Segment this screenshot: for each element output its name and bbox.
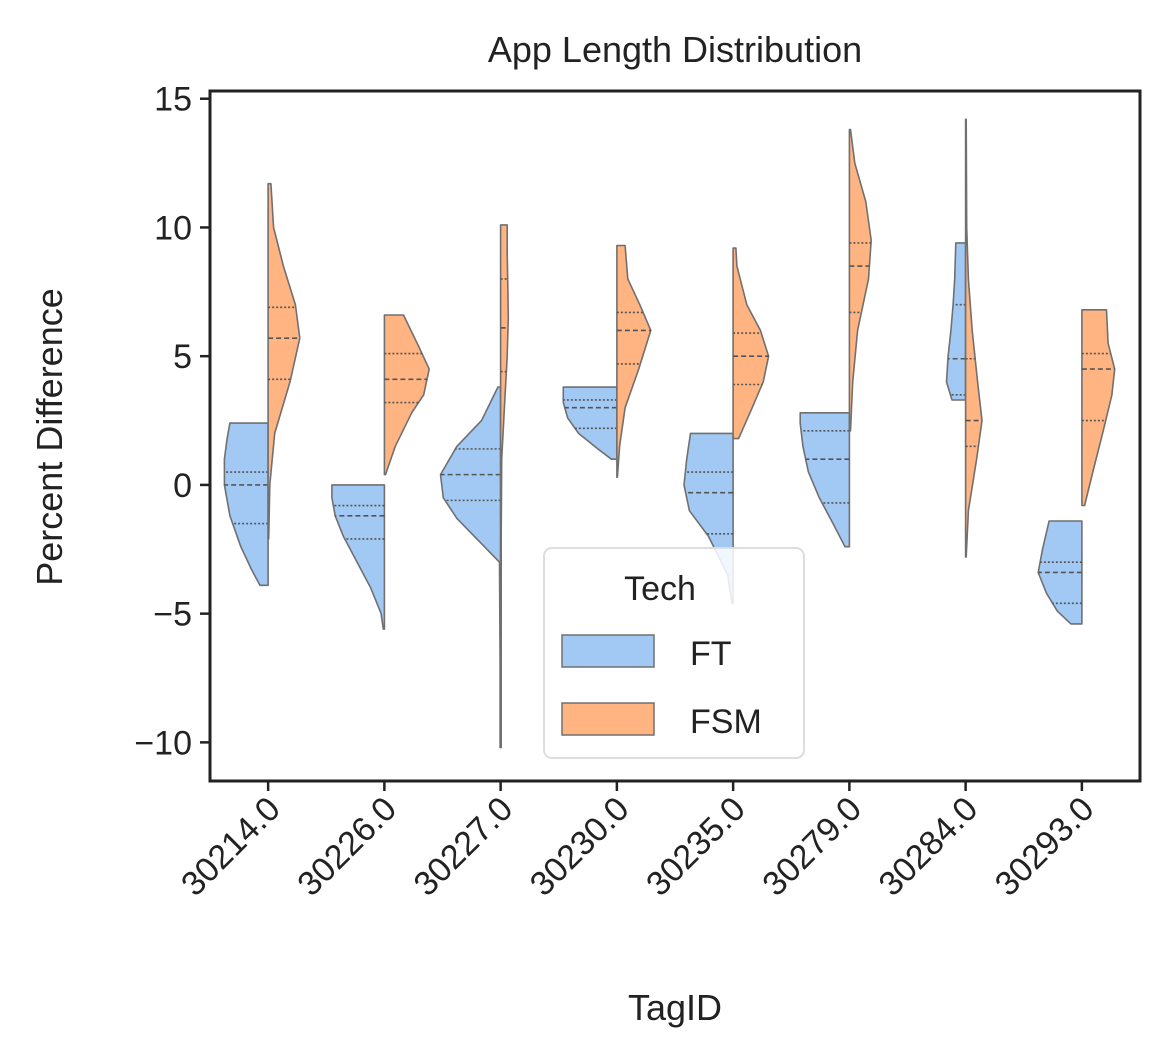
- y-tick-label: 5: [173, 338, 192, 376]
- violin-fsm-30293-0: [1081, 309, 1116, 507]
- violin-body: [945, 242, 967, 401]
- violin-fsm-30235-0: [732, 247, 770, 440]
- y-tick-label: −5: [153, 596, 192, 634]
- x-tick-label: 30293.0: [988, 790, 1102, 904]
- violin-body: [732, 247, 770, 440]
- legend-swatch-ft: [561, 634, 655, 668]
- y-tick-label: 0: [173, 467, 192, 505]
- violin-fsm-30279-0: [848, 128, 872, 432]
- legend-label-ft: FT: [690, 635, 732, 673]
- violin-body: [562, 386, 618, 460]
- violin-ft-30214-0: [223, 422, 269, 587]
- legend: Tech FT FSM: [543, 547, 805, 759]
- violin-body: [223, 422, 269, 587]
- x-tick-label: 30226.0: [290, 790, 404, 904]
- violin-body: [1037, 520, 1083, 625]
- violin-body: [267, 182, 301, 540]
- violin-ft-30293-0: [1037, 520, 1083, 625]
- violin-fsm-30214-0: [267, 182, 301, 540]
- violin-fsm-30284-0: [964, 118, 983, 558]
- violin-fsm-30227-0: [499, 224, 510, 749]
- violin-body: [499, 224, 510, 749]
- violin-body: [383, 314, 430, 476]
- y-tick-label: 15: [154, 81, 192, 119]
- y-tick-label: 10: [154, 209, 192, 247]
- y-axis-label: Percent Difference: [29, 288, 70, 586]
- violin-body: [848, 128, 872, 432]
- legend-swatch-fsm: [561, 702, 655, 736]
- x-tick-label: 30214.0: [174, 790, 288, 904]
- plot-frame: [208, 89, 1142, 783]
- violin-body: [439, 386, 502, 749]
- violin-body: [1081, 309, 1116, 507]
- legend-title: Tech: [624, 570, 696, 608]
- violin-ft-30230-0: [562, 386, 618, 460]
- violins-layer: [223, 118, 1116, 749]
- y-tick-label: −10: [134, 724, 192, 762]
- violin-body: [964, 118, 983, 558]
- chart-title: App Length Distribution: [488, 29, 862, 70]
- violin-body: [799, 412, 851, 548]
- violin-fsm-30226-0: [383, 314, 430, 476]
- violin-ft-30227-0: [439, 386, 502, 749]
- x-tick-label: 30284.0: [871, 790, 985, 904]
- x-axis-label: TagID: [628, 987, 722, 1028]
- violin-ft-30226-0: [331, 484, 386, 630]
- x-tick-label: 30227.0: [406, 790, 520, 904]
- x-axis: 30214.0 30226.0 30227.0 30230.0 30235.0 30279…: [174, 781, 1102, 904]
- violin-fsm-30230-0: [616, 244, 652, 478]
- x-tick-label: 30279.0: [755, 790, 869, 904]
- violin-body: [616, 244, 652, 478]
- x-tick-label: 30230.0: [523, 790, 637, 904]
- violin-ft-30284-0: [945, 242, 967, 401]
- violin-body: [331, 484, 386, 630]
- x-tick-label: 30235.0: [639, 790, 753, 904]
- violin-ft-30279-0: [799, 412, 851, 548]
- y-axis: −10 −5 0 5 10 15: [134, 81, 210, 762]
- legend-label-fsm: FSM: [690, 703, 762, 741]
